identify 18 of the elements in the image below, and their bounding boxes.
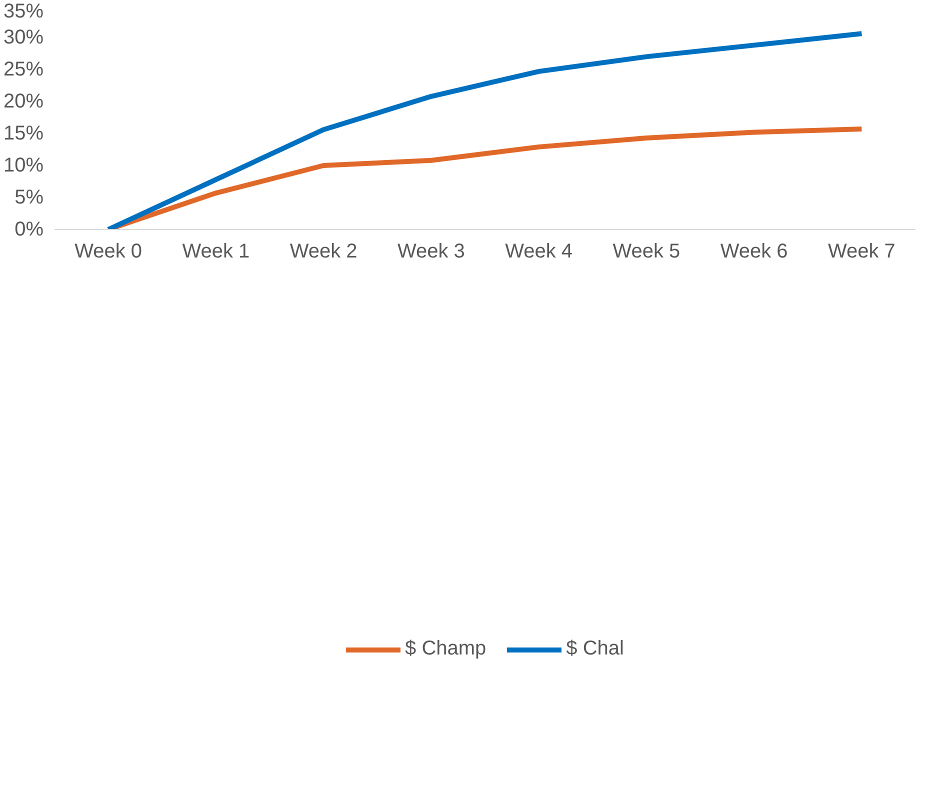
legend-label: $ Chal bbox=[566, 638, 624, 661]
y-tick-label: 30% bbox=[3, 26, 44, 48]
x-tick-label: Week 2 bbox=[290, 240, 358, 262]
x-tick-label: Week 7 bbox=[828, 240, 896, 262]
y-tick-label: 5% bbox=[14, 186, 44, 208]
y-tick-label: 0% bbox=[14, 218, 44, 240]
x-tick-label: Week 0 bbox=[74, 240, 142, 262]
x-tick-label: Week 1 bbox=[182, 240, 250, 262]
y-tick-label: 15% bbox=[3, 122, 44, 144]
legend-label: $ Champ bbox=[405, 638, 486, 661]
x-tick-label: Week 4 bbox=[505, 240, 573, 262]
x-tick-label: Week 5 bbox=[612, 240, 680, 262]
x-tick-label: Week 6 bbox=[720, 240, 788, 262]
y-tick-label: 35% bbox=[3, 0, 44, 22]
y-tick-label: 25% bbox=[3, 58, 44, 80]
x-tick-label: Week 3 bbox=[397, 240, 465, 262]
y-tick-label: 10% bbox=[3, 154, 44, 176]
y-tick-label: 20% bbox=[3, 90, 44, 112]
